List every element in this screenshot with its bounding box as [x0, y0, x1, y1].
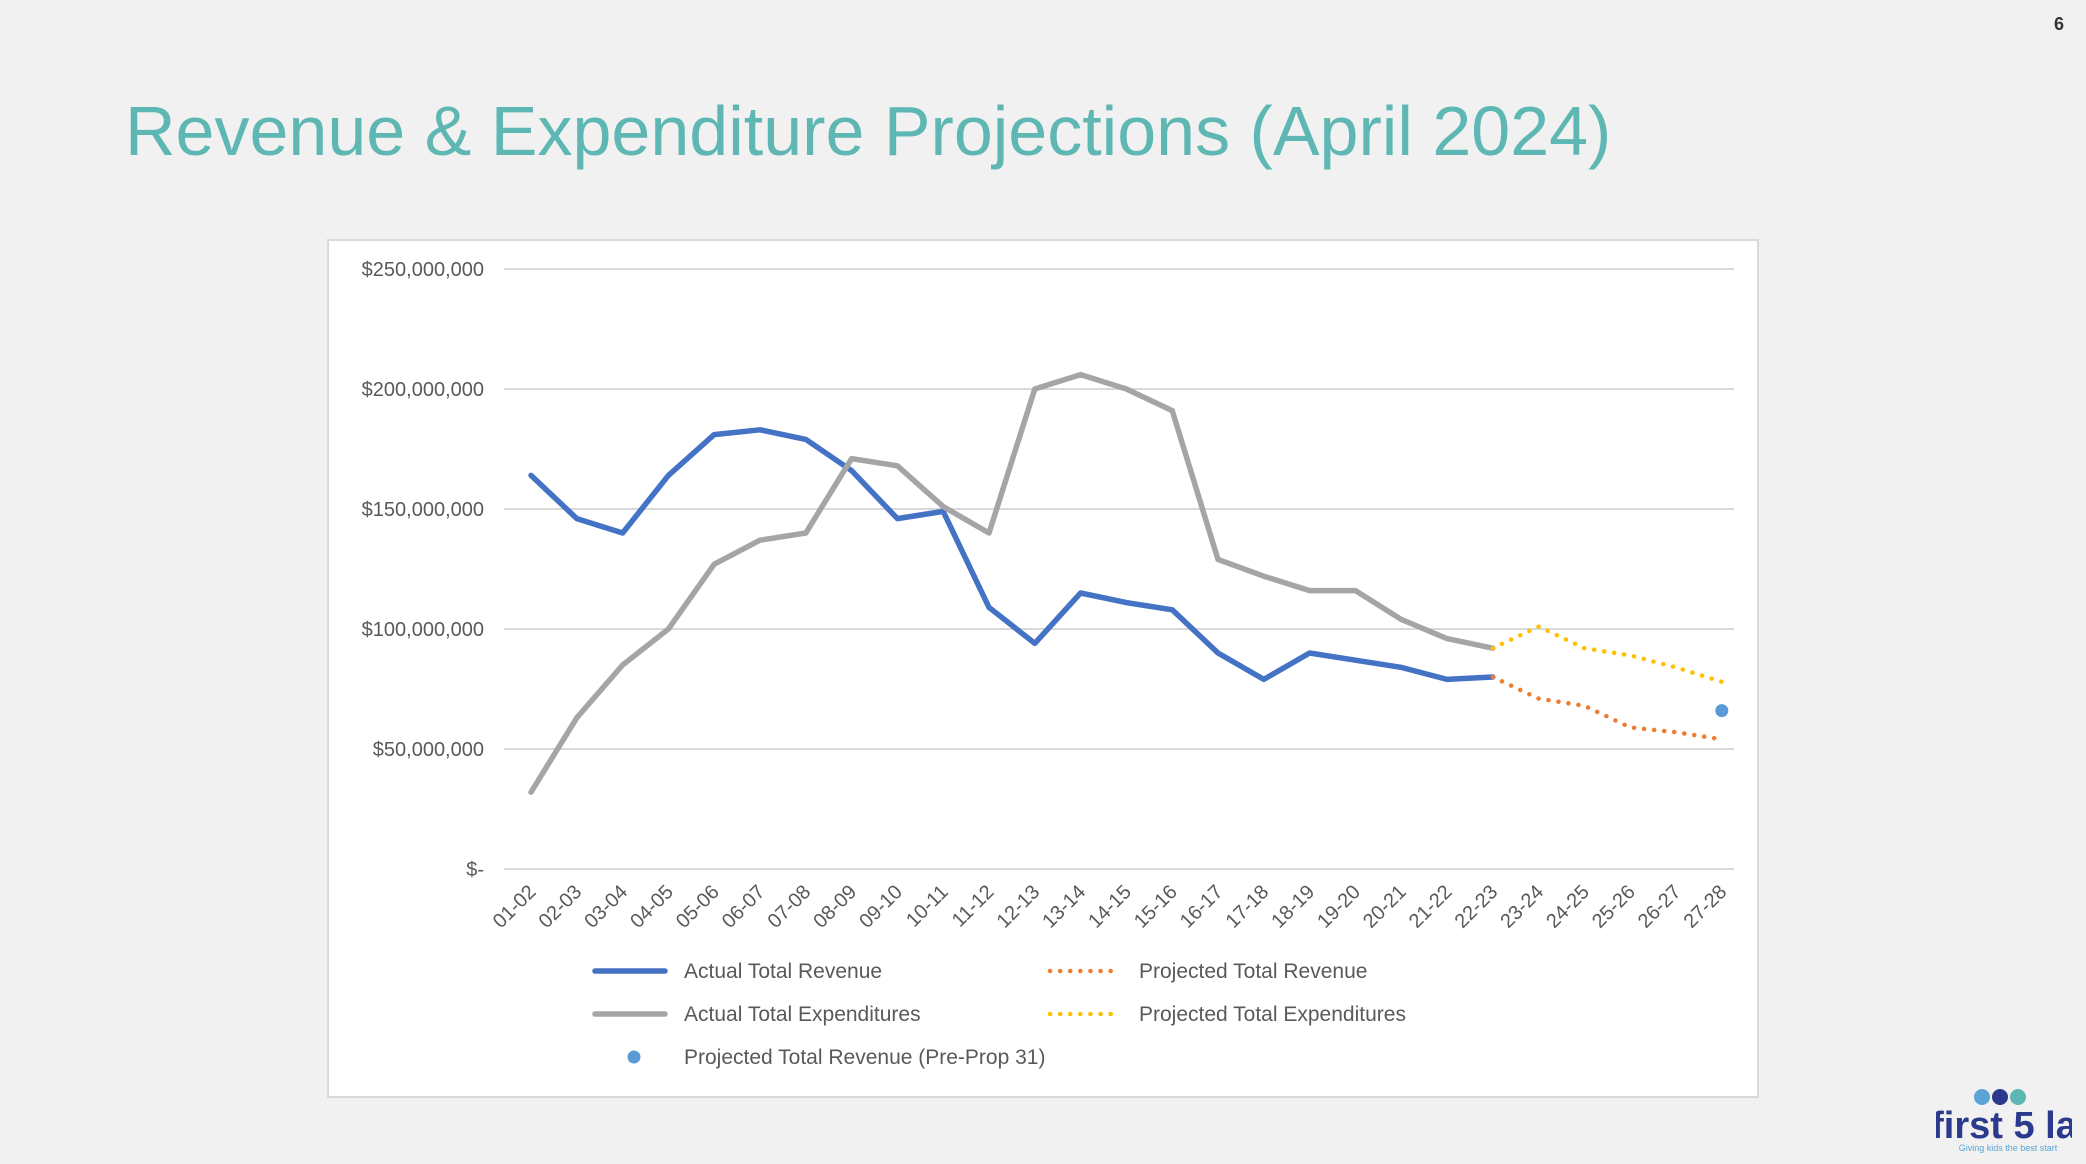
x-tick-label: 08-09 — [809, 881, 861, 933]
x-tick-label: 25-26 — [1588, 881, 1640, 933]
x-tick-label: 10-11 — [902, 881, 953, 932]
y-tick-label: $100,000,000 — [362, 619, 484, 641]
legend: Actual Total Revenue Actual Total Expendi… — [592, 960, 1406, 1069]
x-tick-label: 05-06 — [672, 881, 724, 933]
chart-frame: $- $50,000,000 $100,000,000 $150,000,000 $20… — [327, 239, 1759, 1098]
x-tick-label: 23-24 — [1496, 881, 1548, 933]
slide-title: Revenue & Expenditure Projections (April… — [125, 92, 1612, 170]
series-line-3 — [1490, 624, 1725, 685]
x-tick-label: 16-17 — [1176, 881, 1228, 933]
y-tick-label: $150,000,000 — [362, 499, 484, 521]
legend-label: Projected Total Revenue (Pre-Prop 31) — [684, 1046, 1045, 1069]
x-tick-label: 06-07 — [718, 881, 770, 933]
x-axis-ticks: 01-0202-0303-0404-0505-0606-0707-0808-09… — [489, 881, 1732, 933]
series-line-2 — [1490, 674, 1725, 742]
x-tick-label: 24-25 — [1542, 881, 1594, 933]
logo-tagline: Giving kids the best start — [1959, 1143, 2058, 1153]
x-tick-label: 26-27 — [1634, 881, 1686, 933]
legend-label: Projected Total Revenue — [1139, 960, 1367, 983]
x-tick-label: 19-20 — [1313, 881, 1365, 933]
series-line-1 — [528, 371, 1496, 795]
x-tick-label: 12-13 — [993, 881, 1045, 933]
y-tick-label: $250,000,000 — [362, 259, 484, 281]
logo-wordmark: first 5 la — [1936, 1105, 2072, 1147]
legend-label: Projected Total Expenditures — [1139, 1003, 1406, 1026]
x-tick-label: 14-15 — [1084, 881, 1136, 933]
legend-label: Actual Total Expenditures — [684, 1003, 921, 1026]
first5la-logo: first 5 la Giving kids the best start — [1931, 1084, 2078, 1154]
legend-swatch — [627, 1050, 641, 1064]
series-point-pre-prop31 — [1715, 704, 1729, 718]
series-lines — [528, 371, 1729, 795]
circle-1st-icon — [1974, 1089, 1990, 1105]
x-tick-label: 20-21 — [1359, 881, 1411, 933]
x-tick-label: 27-28 — [1680, 881, 1732, 933]
x-tick-label: 15-16 — [1130, 881, 1182, 933]
y-tick-label: $- — [466, 859, 484, 881]
line-chart: $- $50,000,000 $100,000,000 $150,000,000 $20… — [362, 259, 1734, 1069]
x-tick-label: 04-05 — [626, 881, 678, 933]
page-number: 6 — [2053, 14, 2064, 34]
x-tick-label: 07-08 — [764, 881, 816, 933]
y-tick-label: $200,000,000 — [362, 379, 484, 401]
x-tick-label: 13-14 — [1038, 881, 1090, 933]
x-tick-label: 21-22 — [1405, 881, 1457, 933]
x-tick-label: 18-19 — [1267, 881, 1319, 933]
circle-la-icon — [2010, 1089, 2026, 1105]
x-tick-label: 17-18 — [1222, 881, 1274, 933]
x-tick-label: 22-23 — [1451, 881, 1503, 933]
x-tick-label: 11-12 — [948, 881, 999, 932]
x-tick-label: 03-04 — [580, 881, 632, 933]
x-tick-label: 01-02 — [489, 881, 541, 933]
legend-label: Actual Total Revenue — [684, 960, 882, 983]
hand-icon — [1992, 1089, 2008, 1105]
gridlines — [504, 268, 1734, 870]
x-tick-label: 02-03 — [535, 881, 587, 933]
y-tick-label: $50,000,000 — [373, 739, 484, 761]
y-axis-ticks: $- $50,000,000 $100,000,000 $150,000,000 $20… — [362, 259, 484, 881]
series-line-0 — [528, 427, 1496, 683]
x-tick-label: 09-10 — [855, 881, 907, 933]
